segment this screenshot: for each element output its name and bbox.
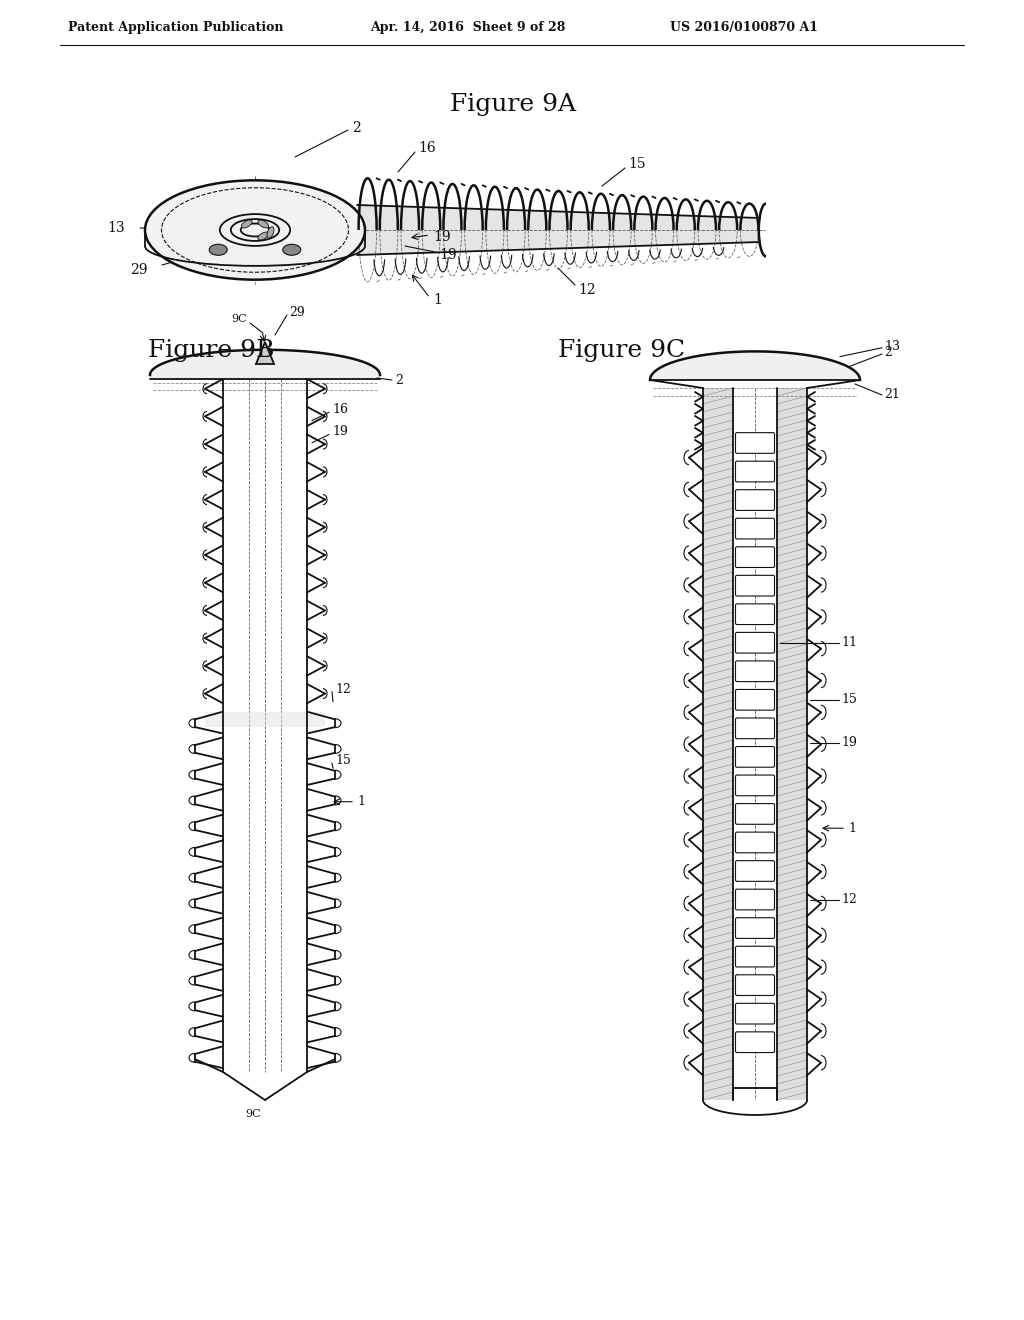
FancyBboxPatch shape — [735, 890, 774, 909]
Text: 12: 12 — [578, 282, 596, 297]
Polygon shape — [777, 388, 807, 1100]
Text: 1: 1 — [848, 821, 856, 834]
Text: 29: 29 — [130, 263, 148, 277]
Polygon shape — [150, 350, 380, 379]
Text: 13: 13 — [108, 220, 125, 235]
Ellipse shape — [267, 227, 274, 238]
Ellipse shape — [209, 244, 227, 255]
Ellipse shape — [283, 244, 301, 255]
FancyBboxPatch shape — [735, 974, 774, 995]
Ellipse shape — [258, 232, 268, 240]
Text: Figure 9B: Figure 9B — [148, 338, 274, 362]
Text: 2: 2 — [352, 121, 360, 135]
Text: 15: 15 — [841, 693, 857, 706]
FancyBboxPatch shape — [735, 946, 774, 968]
FancyBboxPatch shape — [735, 433, 774, 453]
Text: 15: 15 — [335, 754, 351, 767]
Polygon shape — [256, 342, 274, 364]
FancyBboxPatch shape — [735, 461, 774, 482]
Text: 19: 19 — [433, 230, 451, 244]
Text: 15: 15 — [628, 157, 645, 172]
FancyBboxPatch shape — [735, 576, 774, 597]
Text: 12: 12 — [841, 894, 857, 906]
Ellipse shape — [145, 181, 365, 280]
FancyBboxPatch shape — [735, 917, 774, 939]
FancyBboxPatch shape — [735, 804, 774, 824]
Polygon shape — [703, 388, 733, 1100]
Text: 19: 19 — [841, 737, 857, 750]
Text: 9C: 9C — [245, 1109, 261, 1119]
Polygon shape — [205, 711, 325, 726]
FancyBboxPatch shape — [735, 632, 774, 653]
Ellipse shape — [242, 220, 252, 228]
Text: 2: 2 — [395, 374, 402, 387]
Text: Apr. 14, 2016  Sheet 9 of 28: Apr. 14, 2016 Sheet 9 of 28 — [370, 21, 565, 33]
Text: Patent Application Publication: Patent Application Publication — [68, 21, 284, 33]
Text: 2: 2 — [884, 346, 892, 359]
FancyBboxPatch shape — [735, 832, 774, 853]
FancyBboxPatch shape — [735, 661, 774, 681]
Text: 12: 12 — [335, 684, 351, 696]
Text: 16: 16 — [332, 403, 348, 416]
Text: 13: 13 — [884, 341, 900, 354]
Text: Figure 9A: Figure 9A — [450, 94, 577, 116]
Text: Figure 9C: Figure 9C — [558, 338, 685, 362]
FancyBboxPatch shape — [735, 747, 774, 767]
Polygon shape — [650, 351, 860, 380]
FancyBboxPatch shape — [735, 490, 774, 511]
Text: 19: 19 — [439, 248, 457, 261]
FancyBboxPatch shape — [735, 775, 774, 796]
FancyBboxPatch shape — [735, 603, 774, 624]
Text: US 2016/0100870 A1: US 2016/0100870 A1 — [670, 21, 818, 33]
FancyBboxPatch shape — [735, 1032, 774, 1052]
FancyBboxPatch shape — [735, 1003, 774, 1024]
FancyBboxPatch shape — [735, 718, 774, 739]
Text: 16: 16 — [418, 141, 435, 154]
Text: 1: 1 — [433, 293, 442, 308]
Text: 11: 11 — [841, 636, 857, 649]
Text: 21: 21 — [884, 388, 900, 400]
Text: 9C: 9C — [231, 314, 247, 323]
Ellipse shape — [258, 220, 268, 228]
Text: 1: 1 — [357, 795, 365, 808]
FancyBboxPatch shape — [735, 861, 774, 882]
FancyBboxPatch shape — [735, 519, 774, 539]
Text: 29: 29 — [289, 305, 305, 318]
FancyBboxPatch shape — [735, 546, 774, 568]
FancyBboxPatch shape — [735, 689, 774, 710]
Polygon shape — [357, 205, 760, 255]
Text: 19: 19 — [332, 425, 348, 438]
